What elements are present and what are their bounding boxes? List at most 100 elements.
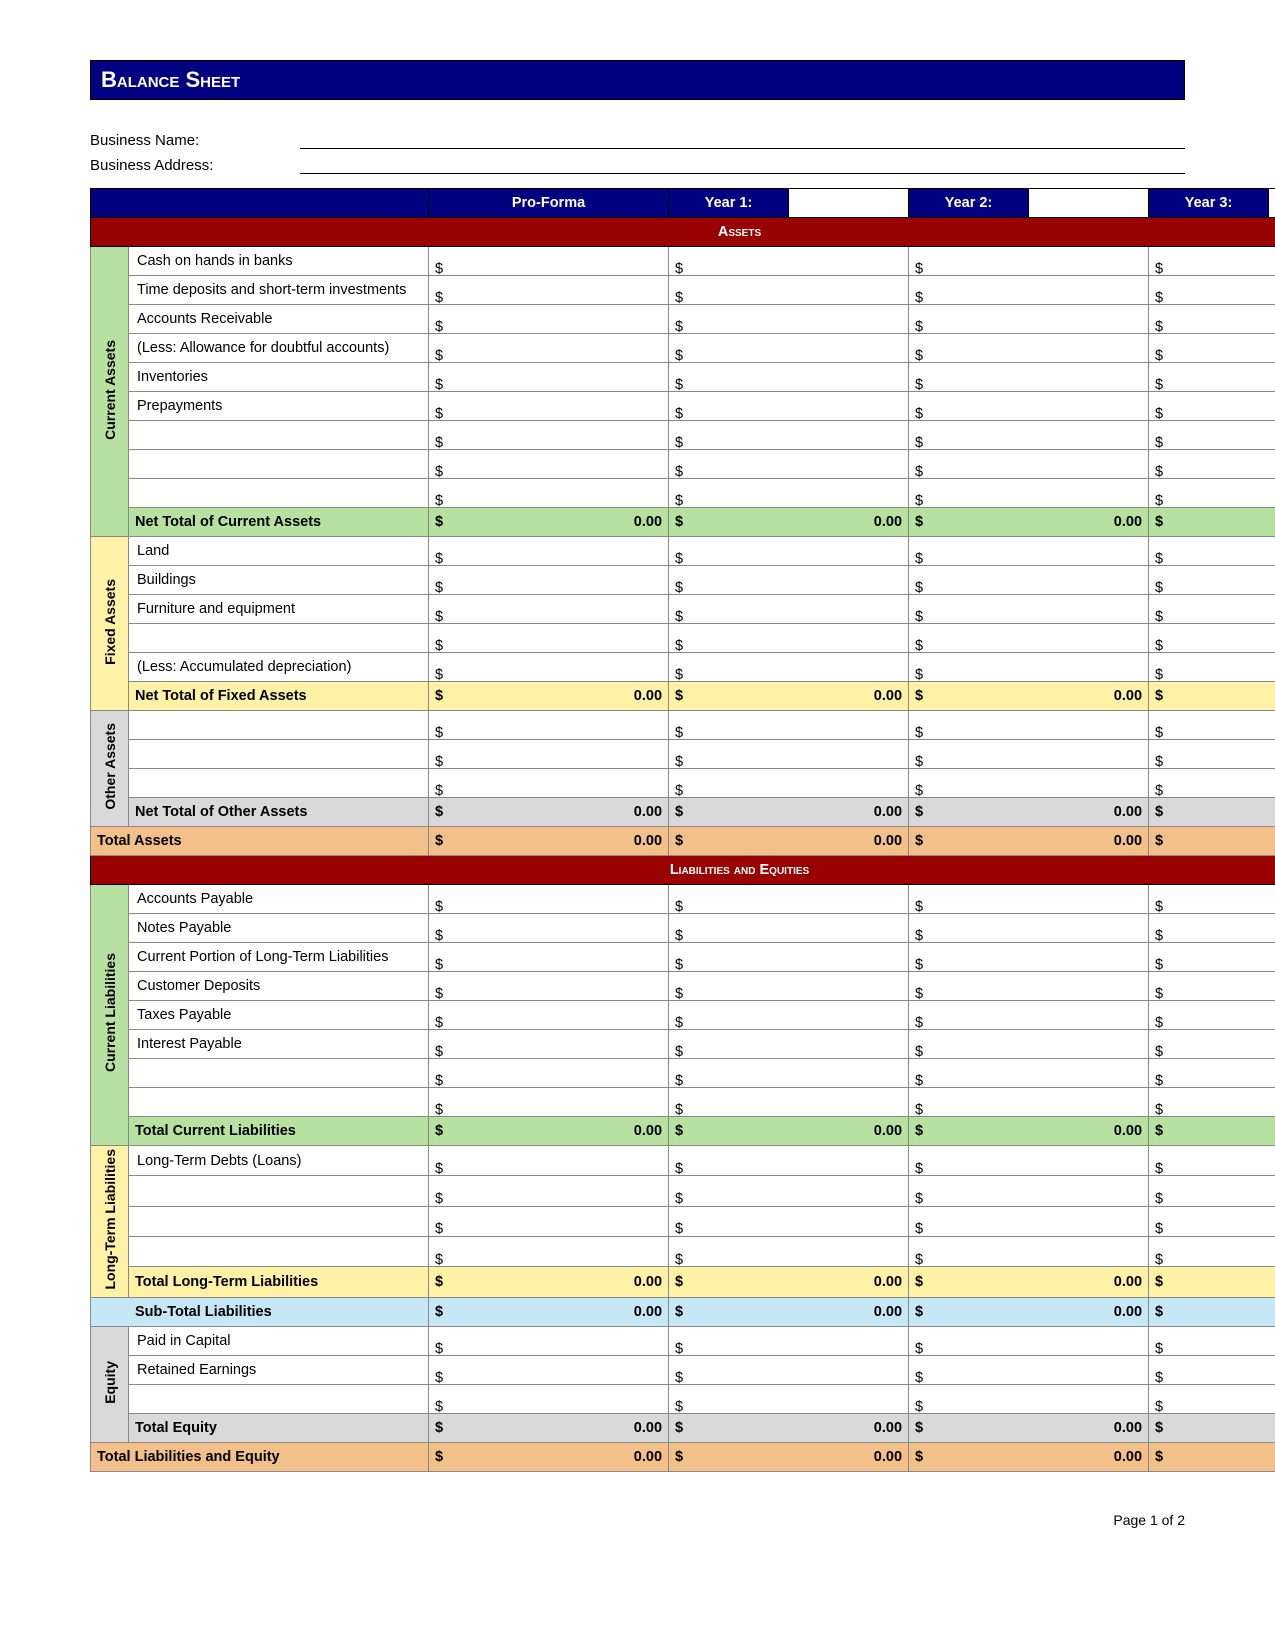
cell-input[interactable] [429, 566, 669, 595]
cell-input[interactable] [669, 624, 909, 653]
cell-input[interactable] [909, 1206, 1149, 1236]
cell-input[interactable] [909, 334, 1149, 363]
cell-input[interactable] [429, 740, 669, 769]
cell-input[interactable] [669, 653, 909, 682]
cell-input[interactable] [909, 1176, 1149, 1206]
cell-input[interactable] [1149, 1030, 1275, 1059]
cell-input[interactable] [669, 972, 909, 1001]
cell-input[interactable] [1149, 972, 1275, 1001]
cell-input[interactable] [909, 566, 1149, 595]
cell-input[interactable] [1149, 392, 1275, 421]
cell-input[interactable] [1149, 1176, 1275, 1206]
cell-input[interactable] [1149, 914, 1275, 943]
cell-input[interactable] [909, 247, 1149, 276]
cell-input[interactable] [429, 1176, 669, 1206]
cell-input[interactable] [909, 1001, 1149, 1030]
cell-input[interactable] [909, 1236, 1149, 1266]
cell-input[interactable] [669, 1059, 909, 1088]
cell-input[interactable] [429, 1059, 669, 1088]
cell-input[interactable] [429, 769, 669, 798]
cell-input[interactable] [909, 1088, 1149, 1117]
cell-input[interactable] [1149, 1384, 1275, 1413]
cell-input[interactable] [669, 769, 909, 798]
col-year2-input[interactable] [1029, 189, 1149, 218]
cell-input[interactable] [429, 537, 669, 566]
cell-input[interactable] [669, 566, 909, 595]
col-year3-input[interactable] [1269, 189, 1275, 218]
cell-input[interactable] [909, 421, 1149, 450]
cell-input[interactable] [429, 885, 669, 914]
cell-input[interactable] [909, 1326, 1149, 1355]
cell-input[interactable] [429, 334, 669, 363]
cell-input[interactable] [429, 1206, 669, 1236]
cell-input[interactable] [1149, 885, 1275, 914]
cell-input[interactable] [909, 305, 1149, 334]
cell-input[interactable] [669, 1236, 909, 1266]
cell-input[interactable] [429, 363, 669, 392]
cell-input[interactable] [1149, 595, 1275, 624]
cell-input[interactable] [429, 914, 669, 943]
cell-input[interactable] [429, 1236, 669, 1266]
cell-input[interactable] [909, 363, 1149, 392]
cell-input[interactable] [669, 1146, 909, 1176]
cell-input[interactable] [429, 1088, 669, 1117]
cell-input[interactable] [1149, 421, 1275, 450]
cell-input[interactable] [669, 479, 909, 508]
cell-input[interactable] [909, 624, 1149, 653]
col-year1-input[interactable] [789, 189, 909, 218]
cell-input[interactable] [1149, 653, 1275, 682]
cell-input[interactable] [1149, 276, 1275, 305]
cell-input[interactable] [669, 537, 909, 566]
cell-input[interactable] [1149, 943, 1275, 972]
cell-input[interactable] [1149, 247, 1275, 276]
business-address-line[interactable] [300, 155, 1185, 174]
cell-input[interactable] [429, 421, 669, 450]
cell-input[interactable] [429, 1001, 669, 1030]
cell-input[interactable] [909, 1030, 1149, 1059]
cell-input[interactable] [669, 1355, 909, 1384]
cell-input[interactable] [669, 247, 909, 276]
cell-input[interactable] [1149, 1088, 1275, 1117]
cell-input[interactable] [909, 450, 1149, 479]
cell-input[interactable] [909, 740, 1149, 769]
cell-input[interactable] [909, 1146, 1149, 1176]
cell-input[interactable] [429, 392, 669, 421]
cell-input[interactable] [429, 1326, 669, 1355]
cell-input[interactable] [429, 624, 669, 653]
cell-input[interactable] [1149, 537, 1275, 566]
cell-input[interactable] [429, 943, 669, 972]
cell-input[interactable] [909, 711, 1149, 740]
cell-input[interactable] [669, 276, 909, 305]
cell-input[interactable] [669, 1030, 909, 1059]
cell-input[interactable] [429, 479, 669, 508]
cell-input[interactable] [909, 972, 1149, 1001]
cell-input[interactable] [1149, 450, 1275, 479]
cell-input[interactable] [909, 653, 1149, 682]
cell-input[interactable] [909, 1384, 1149, 1413]
cell-input[interactable] [429, 711, 669, 740]
cell-input[interactable] [429, 595, 669, 624]
cell-input[interactable] [909, 769, 1149, 798]
cell-input[interactable] [429, 1384, 669, 1413]
cell-input[interactable] [669, 1384, 909, 1413]
cell-input[interactable] [1149, 624, 1275, 653]
cell-input[interactable] [1149, 363, 1275, 392]
cell-input[interactable] [1149, 1001, 1275, 1030]
cell-input[interactable] [429, 653, 669, 682]
cell-input[interactable] [1149, 479, 1275, 508]
cell-input[interactable] [1149, 305, 1275, 334]
cell-input[interactable] [669, 885, 909, 914]
cell-input[interactable] [429, 1146, 669, 1176]
cell-input[interactable] [909, 1059, 1149, 1088]
cell-input[interactable] [429, 450, 669, 479]
cell-input[interactable] [669, 363, 909, 392]
cell-input[interactable] [1149, 1326, 1275, 1355]
cell-input[interactable] [429, 1030, 669, 1059]
cell-input[interactable] [669, 595, 909, 624]
cell-input[interactable] [429, 247, 669, 276]
cell-input[interactable] [429, 276, 669, 305]
cell-input[interactable] [1149, 1146, 1275, 1176]
cell-input[interactable] [909, 943, 1149, 972]
cell-input[interactable] [1149, 1206, 1275, 1236]
cell-input[interactable] [669, 1326, 909, 1355]
